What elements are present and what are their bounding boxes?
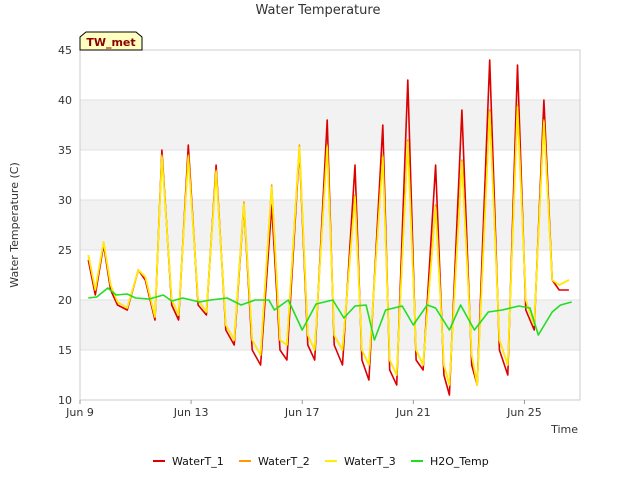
series-line-watert-2 xyxy=(87,104,570,386)
y-axis-label: Water Temperature (C) xyxy=(8,162,21,287)
series-line-h2o-temp xyxy=(88,287,572,341)
series-line-watert-3 xyxy=(87,106,570,386)
legend-label-watert-2: WaterT_2 xyxy=(258,455,310,468)
x-tick-label: Jun 25 xyxy=(506,406,542,419)
site-badge-label: TW_met xyxy=(86,36,135,49)
plot-frame xyxy=(79,49,581,401)
y-tick-label: 40 xyxy=(58,94,72,107)
y-tick-label: 20 xyxy=(58,294,72,307)
legend-label-watert-1: WaterT_1 xyxy=(172,455,224,468)
legend-label-watert-3: WaterT_3 xyxy=(344,455,396,468)
x-axis-ticks: Jun 9 Jun 13 Jun 17 Jun 21 Jun 25 xyxy=(65,400,542,419)
chart-title: Water Temperature xyxy=(256,3,381,18)
y-tick-label: 35 xyxy=(58,144,72,157)
y-tick-label: 30 xyxy=(58,194,72,207)
x-tick-label: Jun 9 xyxy=(65,406,94,419)
x-axis-label: Time xyxy=(550,423,578,436)
series-line-watert-1 xyxy=(87,59,569,396)
y-tick-label: 15 xyxy=(58,344,72,357)
x-tick-label: Jun 21 xyxy=(395,406,431,419)
legend: WaterT_1 WaterT_2 WaterT_3 H2O_Temp xyxy=(153,455,489,468)
y-tick-label: 10 xyxy=(58,394,72,407)
y-tick-label: 25 xyxy=(58,244,72,257)
grid-band xyxy=(80,300,580,350)
site-badge-shape xyxy=(79,31,143,51)
site-badge: TW_met xyxy=(79,31,143,51)
x-tick-label: Jun 17 xyxy=(284,406,320,419)
series-lines xyxy=(87,59,572,396)
y-tick-label: 45 xyxy=(58,44,72,57)
y-axis-ticks: 10 15 20 25 30 35 40 45 xyxy=(58,44,72,407)
grid-band xyxy=(80,100,580,150)
x-tick-label: Jun 13 xyxy=(173,406,209,419)
legend-label-h2o-temp: H2O_Temp xyxy=(430,455,489,468)
